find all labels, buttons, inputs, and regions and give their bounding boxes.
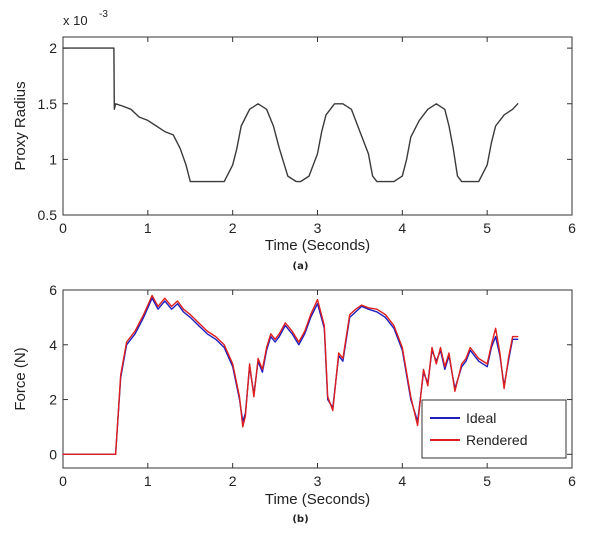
y-tick-label: 6 bbox=[49, 282, 57, 298]
y-tick-label: 1 bbox=[49, 151, 57, 167]
y-tick-label: 0 bbox=[49, 446, 57, 462]
y-tick-label: 1.5 bbox=[38, 96, 58, 112]
panel-caption: (b) bbox=[292, 514, 308, 525]
y-axis-title: Proxy Radius bbox=[12, 81, 29, 170]
y-tick-label: 2 bbox=[49, 40, 57, 56]
x-tick-label: 0 bbox=[59, 473, 67, 489]
y-tick-label: 0.5 bbox=[38, 207, 58, 223]
x-tick-label: 6 bbox=[568, 220, 576, 236]
x-tick-label: 5 bbox=[483, 473, 491, 489]
legend-label: Rendered bbox=[466, 432, 528, 448]
x-axis-title: Time (Seconds) bbox=[265, 491, 370, 508]
y-axis-title: Force (N) bbox=[12, 347, 29, 410]
y-scale-exponent: -3 bbox=[99, 9, 108, 20]
x-tick-label: 2 bbox=[229, 473, 237, 489]
legend-label: Ideal bbox=[466, 410, 496, 426]
legend: Ideal Rendered bbox=[421, 399, 567, 459]
x-tick-label: 5 bbox=[483, 220, 491, 236]
x-tick-label: 2 bbox=[229, 220, 237, 236]
x-tick-label: 0 bbox=[59, 220, 67, 236]
panel-b: 0 1 2 3 4 5 6 0 2 4 6 Time (Seconds) Force (N) (b) Ide… bbox=[12, 282, 576, 525]
x-tick-label: 4 bbox=[398, 473, 406, 489]
x-axis-title: Time (Seconds) bbox=[265, 237, 370, 254]
x-tick-label: 4 bbox=[398, 220, 406, 236]
series-line-rendered bbox=[62, 294, 519, 455]
y-tick-label: 2 bbox=[49, 392, 57, 408]
x-tick-label: 6 bbox=[568, 473, 576, 489]
panel-a: 0 1 2 3 4 5 6 0.5 1 1.5 2 Time (Seconds) Proxy Radiu… bbox=[12, 9, 576, 272]
x-tick-label: 3 bbox=[314, 473, 322, 489]
legend-box bbox=[421, 399, 567, 459]
y-tick-label: 4 bbox=[49, 337, 57, 353]
y-scale-multiplier: x 10 bbox=[63, 13, 88, 28]
x-tick-label: 3 bbox=[314, 220, 322, 236]
x-tick-label: 1 bbox=[144, 473, 152, 489]
panel-caption: (a) bbox=[293, 261, 309, 272]
x-tick-label: 1 bbox=[144, 220, 152, 236]
series-line-radius bbox=[62, 47, 519, 183]
